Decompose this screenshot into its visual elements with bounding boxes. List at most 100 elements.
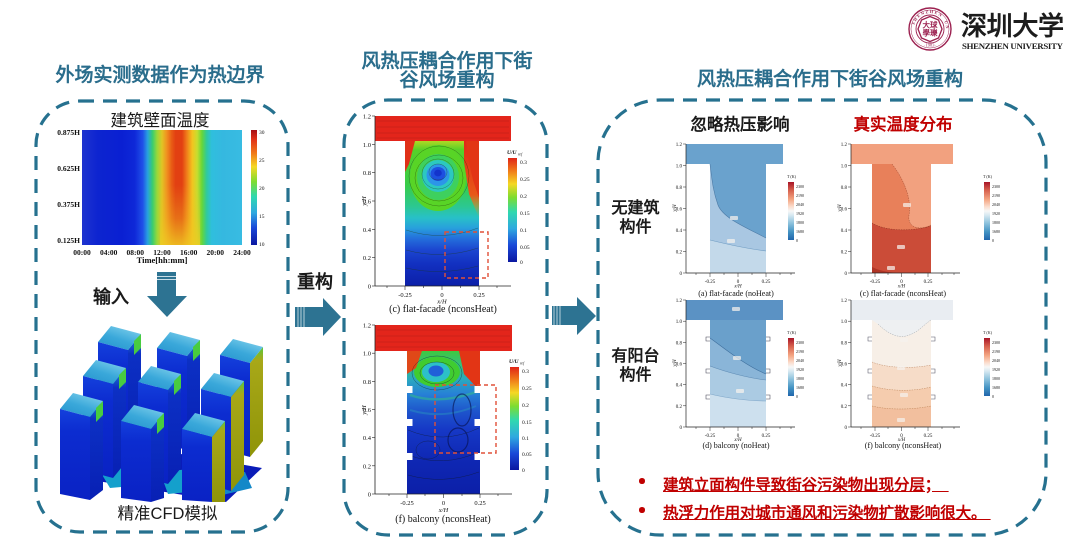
svg-text:1.2: 1.2 [363, 114, 371, 121]
svg-text:0.6: 0.6 [841, 363, 848, 368]
svg-text:0: 0 [680, 426, 683, 431]
svg-text:0.2: 0.2 [363, 463, 371, 470]
svg-text:y/H: y/H [361, 196, 368, 207]
svg-text:0.4: 0.4 [841, 384, 848, 389]
svg-text:0.125H: 0.125H [57, 236, 80, 245]
svg-text:(c) flat-facade (nconsHeat): (c) flat-facade (nconsHeat) [860, 289, 947, 298]
svg-text:0.2: 0.2 [841, 251, 848, 256]
svg-text:0.2: 0.2 [522, 403, 529, 409]
svg-text:1920: 1920 [796, 211, 804, 216]
svg-text:0.25: 0.25 [522, 386, 532, 392]
svg-text:00:00: 00:00 [73, 248, 91, 257]
svg-text:1800: 1800 [992, 220, 1000, 225]
svg-text:20: 20 [259, 186, 265, 192]
svg-text:y/H: y/H [838, 204, 843, 213]
svg-text:0: 0 [440, 292, 443, 299]
svg-text:0: 0 [368, 284, 371, 291]
svg-text:T (K): T (K) [983, 174, 993, 179]
svg-text:0.25: 0.25 [924, 280, 933, 285]
svg-text:x/H: x/H [733, 285, 742, 290]
svg-text:SHENZHEN UNIVERSITY: SHENZHEN UNIVERSITY [962, 41, 1064, 51]
svg-text:1680: 1680 [796, 229, 804, 234]
svg-text:2040: 2040 [796, 202, 804, 207]
svg-text:y/H: y/H [673, 359, 678, 368]
svg-text:0.6: 0.6 [363, 407, 372, 414]
svg-text:2300: 2300 [992, 184, 1000, 189]
svg-text:0.625H: 0.625H [57, 164, 80, 173]
svg-text:大球: 大球 [923, 20, 938, 30]
svg-text:Time[hh:mm]: Time[hh:mm] [137, 255, 188, 265]
svg-text:1.2: 1.2 [841, 299, 848, 304]
svg-text:(f) balcony (nconsHeat): (f) balcony (nconsHeat) [395, 514, 491, 525]
svg-text:T (K): T (K) [787, 330, 797, 335]
svg-text:2040: 2040 [992, 358, 1000, 363]
svg-text:0.4: 0.4 [363, 435, 372, 442]
svg-text:2190: 2190 [992, 349, 1000, 354]
svg-text:1.0: 1.0 [676, 165, 683, 170]
svg-text:12:00: 12:00 [153, 248, 171, 257]
svg-text:1680: 1680 [992, 229, 1000, 234]
svg-text:10: 10 [259, 242, 265, 248]
svg-text:0: 0 [520, 260, 523, 266]
svg-text:0.4: 0.4 [841, 229, 848, 234]
svg-text:0.4: 0.4 [363, 227, 372, 234]
svg-text:2190: 2190 [796, 193, 804, 198]
svg-text:x/H: x/H [436, 299, 447, 306]
svg-text:16:00: 16:00 [180, 248, 198, 257]
svg-text:y/H: y/H [361, 405, 368, 416]
svg-text:0: 0 [992, 394, 994, 399]
svg-text:0.8: 0.8 [841, 341, 848, 346]
svg-text:2300: 2300 [992, 340, 1000, 345]
svg-text:ref: ref [518, 152, 523, 157]
svg-text:(c) flat-facade (nconsHeat): (c) flat-facade (nconsHeat) [389, 304, 497, 315]
svg-text:0.8: 0.8 [363, 379, 371, 386]
svg-text:x/H: x/H [897, 438, 906, 443]
svg-text:1920: 1920 [992, 367, 1000, 372]
svg-text:0.6: 0.6 [676, 363, 683, 368]
svg-text:2190: 2190 [992, 193, 1000, 198]
svg-text:(f) balcony (nconsHeat): (f) balcony (nconsHeat) [865, 441, 942, 450]
svg-text:-0.25: -0.25 [870, 434, 881, 439]
svg-text:0.25: 0.25 [473, 292, 484, 299]
svg-text:U/U: U/U [507, 150, 518, 156]
svg-text:1800: 1800 [796, 220, 804, 225]
svg-text:2040: 2040 [796, 358, 804, 363]
svg-text:0.8: 0.8 [841, 186, 848, 191]
svg-text:(d) balcony (noHeat): (d) balcony (noHeat) [702, 441, 769, 450]
svg-text:0.6: 0.6 [676, 208, 683, 213]
svg-text:1.2: 1.2 [676, 143, 683, 148]
svg-text:1.0: 1.0 [676, 320, 683, 325]
svg-text:1.2: 1.2 [676, 299, 683, 304]
svg-text:0: 0 [442, 500, 445, 507]
svg-text:0.4: 0.4 [676, 229, 683, 234]
svg-text:U/U: U/U [509, 359, 520, 365]
svg-text:x/H: x/H [733, 438, 742, 443]
svg-text:x/H: x/H [438, 507, 449, 514]
svg-text:15: 15 [259, 214, 265, 220]
svg-text:1.0: 1.0 [363, 142, 371, 149]
svg-text:0.1: 0.1 [520, 228, 527, 234]
svg-text:25: 25 [259, 158, 265, 164]
svg-text:30: 30 [259, 130, 265, 136]
svg-text:0.875H: 0.875H [57, 128, 80, 137]
svg-text:0.25: 0.25 [762, 434, 771, 439]
svg-text:(a) flat-facade (noHeat): (a) flat-facade (noHeat) [698, 289, 774, 298]
svg-text:T (K): T (K) [787, 174, 797, 179]
svg-text:0.05: 0.05 [520, 245, 530, 251]
svg-text:0.3: 0.3 [522, 369, 529, 375]
svg-text:T (K): T (K) [983, 330, 993, 335]
svg-text:2190: 2190 [796, 349, 804, 354]
svg-text:0.05: 0.05 [522, 452, 532, 458]
svg-text:0: 0 [992, 238, 994, 243]
svg-text:1680: 1680 [796, 385, 804, 390]
svg-text:0.15: 0.15 [522, 420, 532, 426]
svg-text:0.8: 0.8 [363, 170, 371, 177]
svg-text:1800: 1800 [992, 376, 1000, 381]
svg-text:深圳大学: 深圳大学 [961, 11, 1064, 41]
svg-text:0.3: 0.3 [520, 160, 527, 166]
svg-text:1800: 1800 [796, 376, 804, 381]
svg-text:2040: 2040 [992, 202, 1000, 207]
svg-text:20:00: 20:00 [207, 248, 225, 257]
svg-text:0: 0 [522, 468, 525, 474]
svg-text:2300: 2300 [796, 184, 804, 189]
